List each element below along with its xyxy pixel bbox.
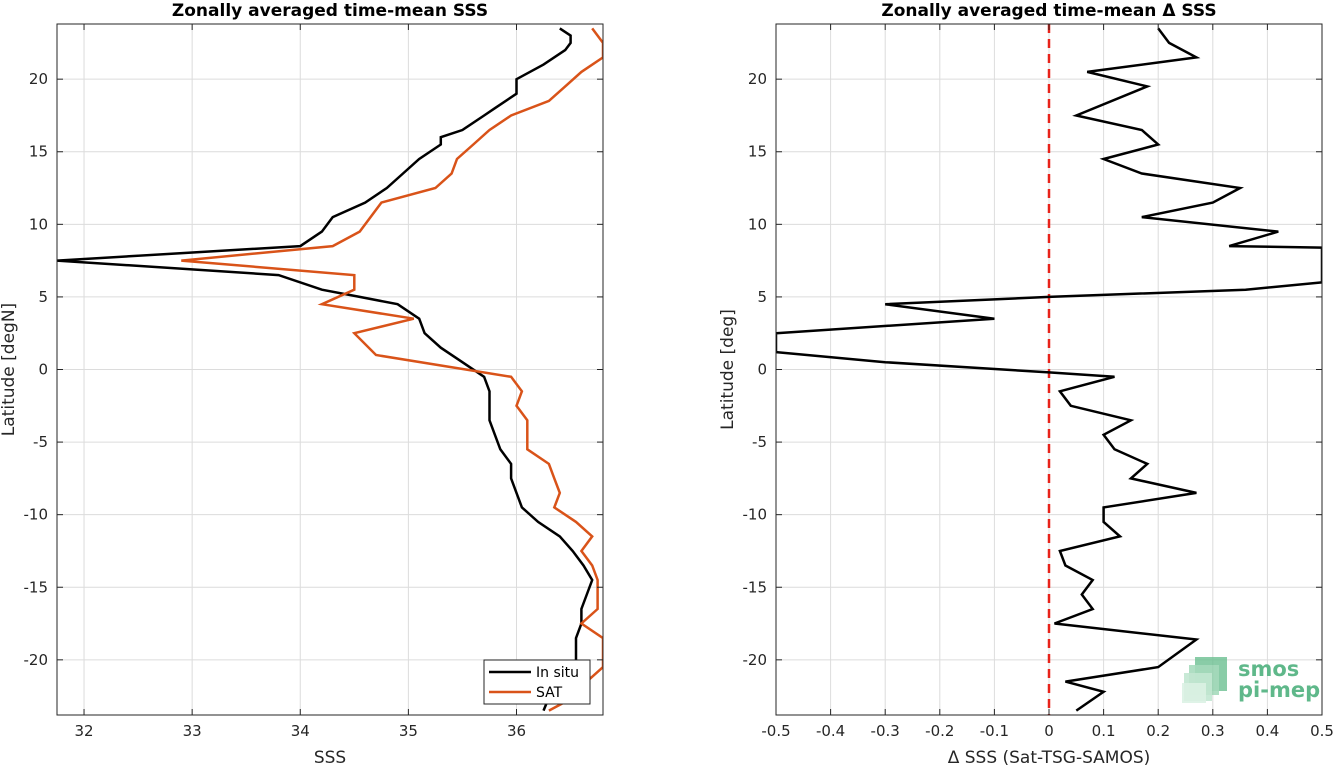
logo-graphic	[1182, 657, 1227, 703]
series-line-delta-sss	[776, 27, 1322, 712]
x-tick-label: 36	[507, 722, 526, 740]
y-tick-label: -20	[24, 651, 49, 669]
y-tick-label: -5	[752, 433, 767, 451]
legend-label-sat: SAT	[536, 685, 563, 701]
series-line-in-situ	[57, 27, 594, 712]
x-tick-label: 32	[74, 722, 93, 740]
x-tick-label: 0	[1044, 722, 1054, 740]
y-tick-label: 5	[757, 288, 767, 306]
y-tick-label: 0	[757, 361, 767, 379]
y-tick-label: 20	[29, 70, 48, 88]
x-axis-label: SSS	[314, 748, 346, 765]
delta-sss-axes: -0.5 -0.4 -0.3 -0.2 -0.1 0 0.1 0.2 0.3 0.4 0.5 -20 -…	[718, 1, 1333, 765]
y-tick-label: 10	[29, 215, 48, 233]
smos-pi-mep-logo: smos pi-mep	[1182, 657, 1320, 703]
y-tick-label: -15	[24, 578, 49, 596]
legend-label-in-situ: In situ	[536, 665, 579, 681]
y-axis-label: Latitude [deg]	[718, 309, 738, 430]
x-tick-label: 35	[399, 722, 418, 740]
x-tick-label: -0.3	[871, 722, 900, 740]
y-tick-label: -5	[33, 433, 48, 451]
y-tick-label: 15	[748, 143, 767, 161]
legend-box	[483, 659, 591, 705]
x-tick-label: -0.2	[925, 722, 954, 740]
x-tick-label: -0.5	[761, 722, 790, 740]
x-tick-label: 0.3	[1201, 722, 1225, 740]
y-tick-label: 10	[748, 215, 767, 233]
x-axis-label: Δ SSS (Sat-TSG-SAMOS)	[948, 748, 1151, 765]
y-tick-label: -10	[743, 506, 768, 524]
chart-title: Zonally averaged time-mean Δ SSS	[881, 1, 1216, 21]
sss-axes: 32 33 34 35 36 -20 -15 -10 -5 0 5 10 15 20 Zonally ave…	[0, 1, 604, 765]
chart-title: Zonally averaged time-mean SSS	[172, 1, 488, 21]
x-tick-label: 0.2	[1146, 722, 1170, 740]
x-tick-label: 0.4	[1255, 722, 1279, 740]
x-tick-label: 0.1	[1092, 722, 1116, 740]
legend: In situ SAT	[483, 659, 591, 705]
x-tick-label: 34	[291, 722, 310, 740]
y-tick-label: 0	[38, 361, 48, 379]
logo-text-smos: smos	[1238, 657, 1299, 681]
y-axis-label: Latitude [degN]	[0, 303, 19, 436]
x-tick-label: 33	[183, 722, 202, 740]
y-tick-label: 15	[29, 143, 48, 161]
x-tick-label: -0.4	[816, 722, 845, 740]
x-tick-label: -0.1	[980, 722, 1009, 740]
x-tick-label: 0.5	[1310, 722, 1333, 740]
y-tick-label: 5	[38, 288, 48, 306]
y-tick-label: -10	[24, 506, 49, 524]
logo-text-pi-mep: pi-mep	[1238, 678, 1320, 702]
series-line-sat	[181, 27, 603, 712]
y-tick-label: 20	[748, 70, 767, 88]
y-tick-label: -15	[743, 578, 768, 596]
y-tick-label: -20	[743, 651, 768, 669]
